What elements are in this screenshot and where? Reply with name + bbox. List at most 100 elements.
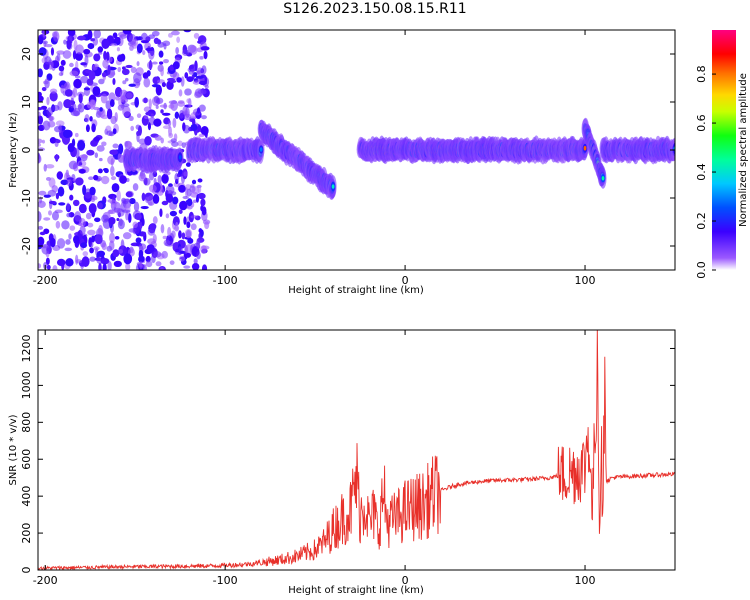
noise-blob [45, 257, 50, 265]
noise-blob [184, 72, 189, 79]
noise-blob [159, 208, 163, 217]
noise-blob [196, 67, 203, 77]
noise-blob [147, 61, 153, 70]
noise-blob [101, 242, 107, 251]
ridge-core [178, 155, 182, 160]
noise-blob [107, 155, 116, 165]
noise-blob [68, 160, 78, 170]
noise-blob [200, 115, 207, 120]
noise-blob [178, 184, 186, 193]
noise-blob [186, 98, 191, 104]
noise-blob [184, 245, 188, 254]
noise-blob [160, 223, 165, 234]
noise-blob [78, 168, 86, 174]
noise-blob [142, 264, 147, 270]
noise-blob [198, 104, 206, 112]
noise-blob [38, 47, 47, 56]
top-ytick-label: 0 [20, 147, 33, 154]
noise-blob [117, 152, 123, 163]
noise-blob [112, 143, 119, 149]
noise-blob [46, 107, 54, 117]
ridge-core [601, 176, 605, 181]
noise-blob [47, 120, 56, 128]
noise-blob [109, 72, 116, 76]
noise-blob [154, 134, 162, 141]
noise-blob [197, 192, 206, 200]
noise-blob [160, 109, 164, 114]
noise-blob [90, 99, 97, 108]
noise-blob [189, 45, 198, 55]
noise-blob [183, 252, 192, 258]
noise-blob [121, 68, 130, 76]
noise-blob [198, 133, 205, 138]
noise-blob [200, 245, 207, 254]
noise-blob [186, 76, 194, 83]
noise-blob [125, 92, 133, 99]
noise-blob [93, 246, 100, 251]
noise-blob [75, 177, 84, 186]
top-ylabel: Frequency (Hz) [8, 112, 19, 188]
noise-blob [65, 169, 69, 178]
noise-blob [78, 93, 83, 104]
noise-blob [132, 183, 139, 191]
noise-blob [177, 101, 186, 107]
noise-blob [160, 137, 164, 144]
noise-blob [130, 169, 138, 175]
noise-blob [172, 117, 177, 128]
noise-blob [163, 59, 169, 64]
noise-blob [121, 197, 127, 204]
noise-blob [125, 262, 131, 270]
noise-blob [128, 83, 136, 87]
noise-blob [112, 78, 116, 86]
bottom-ytick-label: 1200 [20, 334, 33, 362]
noise-blob [122, 80, 127, 85]
noise-blob [141, 192, 146, 202]
noise-blob [97, 46, 104, 53]
noise-blob [122, 232, 132, 240]
noise-blob [86, 149, 95, 156]
bottom-xlabel: Height of straight line (km) [288, 585, 424, 596]
noise-blob [90, 241, 94, 248]
noise-blob [168, 32, 173, 38]
noise-blob [91, 123, 96, 133]
noise-blob [201, 264, 208, 270]
noise-blob [159, 61, 164, 65]
noise-blob [185, 229, 192, 239]
snr-marks [38, 330, 675, 570]
noise-blob [51, 211, 60, 221]
noise-blob [148, 184, 157, 193]
noise-blob [145, 47, 155, 52]
noise-blob [46, 264, 51, 270]
noise-blob [165, 193, 174, 203]
noise-blob [121, 209, 131, 213]
top-xtick-label: 0 [402, 274, 409, 287]
noise-blob [58, 202, 66, 206]
noise-blob [142, 97, 149, 104]
noise-blob [204, 84, 209, 89]
noise-blob [90, 38, 95, 42]
bottom-xtick-label: 0 [402, 574, 409, 587]
noise-blob [56, 50, 65, 55]
noise-blob [55, 139, 61, 144]
noise-blob [106, 51, 110, 62]
noise-blob [198, 80, 207, 85]
noise-blob [51, 185, 59, 193]
noise-blob [182, 49, 190, 56]
noise-blob [168, 100, 178, 105]
noise-blob [89, 82, 98, 87]
colorbar-tick-label: 0.2 [695, 212, 708, 230]
noise-blob [167, 226, 172, 237]
noise-blob [52, 30, 60, 42]
noise-blob [169, 79, 177, 84]
noise-blob [52, 104, 60, 112]
noise-blob [109, 149, 119, 155]
noise-blob [197, 88, 207, 95]
noise-blob [199, 55, 204, 60]
noise-blob [80, 62, 87, 66]
noise-blob [92, 86, 101, 97]
noise-blob [102, 59, 109, 69]
noise-blob [77, 35, 86, 41]
noise-blob [138, 255, 145, 263]
noise-blob [50, 47, 55, 56]
